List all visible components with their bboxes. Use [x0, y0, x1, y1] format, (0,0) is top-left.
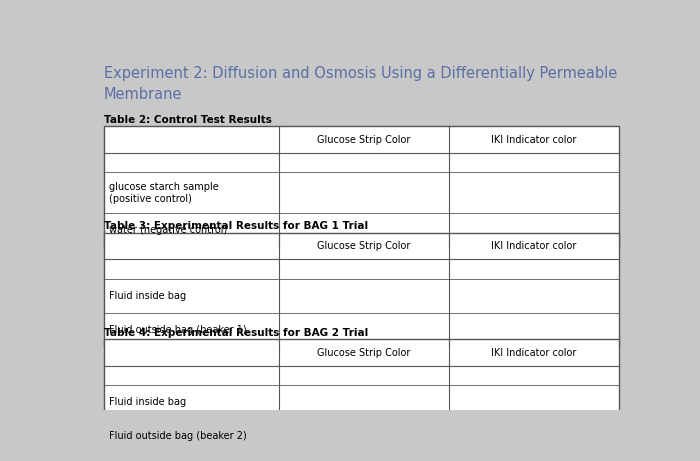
Text: water (negative control): water (negative control) [109, 225, 228, 235]
Text: Glucose Strip Color: Glucose Strip Color [317, 348, 411, 358]
Text: Experiment 2: Diffusion and Osmosis Using a Differentially Permeable
Membrane: Experiment 2: Diffusion and Osmosis Usin… [104, 66, 617, 102]
Text: Fluid inside bag: Fluid inside bag [109, 397, 186, 408]
Text: Table 4: Experimental Results for BAG 2 Trial: Table 4: Experimental Results for BAG 2 … [104, 327, 368, 337]
Text: glucose starch sample
(positive control): glucose starch sample (positive control) [109, 182, 219, 204]
Bar [104, 126, 619, 247]
Bar [104, 233, 619, 346]
Text: Fluid outside bag (beaker 2): Fluid outside bag (beaker 2) [109, 431, 247, 441]
Text: Fluid outside bag (beaker 1): Fluid outside bag (beaker 1) [109, 325, 247, 335]
Text: Glucose Strip Color: Glucose Strip Color [317, 241, 411, 251]
Text: Glucose Strip Color: Glucose Strip Color [317, 135, 411, 145]
Text: Fluid inside bag: Fluid inside bag [109, 291, 186, 301]
Bar [104, 339, 619, 453]
Text: IKI Indicator color: IKI Indicator color [491, 348, 577, 358]
Text: IKI Indicator color: IKI Indicator color [491, 241, 577, 251]
Text: Table 2: Control Test Results: Table 2: Control Test Results [104, 114, 272, 124]
Text: IKI Indicator color: IKI Indicator color [491, 135, 577, 145]
Text: Table 3: Experimental Results for BAG 1 Trial: Table 3: Experimental Results for BAG 1 … [104, 221, 368, 231]
